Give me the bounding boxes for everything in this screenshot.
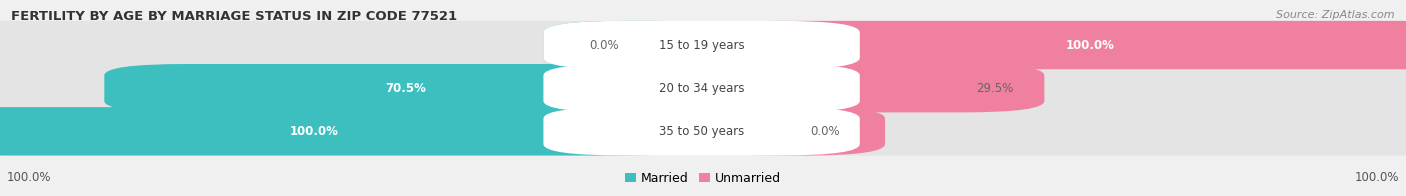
Text: FERTILITY BY AGE BY MARRIAGE STATUS IN ZIP CODE 77521: FERTILITY BY AGE BY MARRIAGE STATUS IN Z… (11, 10, 457, 23)
FancyBboxPatch shape (0, 107, 1406, 156)
FancyBboxPatch shape (696, 107, 886, 156)
Text: 35 to 50 years: 35 to 50 years (659, 125, 744, 138)
Text: 70.5%: 70.5% (385, 82, 426, 95)
Text: 100.0%: 100.0% (1354, 171, 1399, 184)
Text: 0.0%: 0.0% (810, 125, 839, 138)
FancyBboxPatch shape (0, 21, 1406, 69)
Text: 15 to 19 years: 15 to 19 years (659, 39, 744, 52)
FancyBboxPatch shape (543, 21, 860, 69)
Text: 100.0%: 100.0% (290, 125, 339, 138)
Text: Source: ZipAtlas.com: Source: ZipAtlas.com (1277, 10, 1395, 20)
Text: 100.0%: 100.0% (1066, 39, 1115, 52)
FancyBboxPatch shape (0, 107, 709, 156)
FancyBboxPatch shape (543, 21, 734, 69)
FancyBboxPatch shape (543, 107, 860, 156)
Text: 20 to 34 years: 20 to 34 years (659, 82, 744, 95)
FancyBboxPatch shape (696, 64, 1045, 113)
Text: 100.0%: 100.0% (7, 171, 52, 184)
FancyBboxPatch shape (543, 64, 860, 113)
Text: 0.0%: 0.0% (589, 39, 619, 52)
Text: 29.5%: 29.5% (976, 82, 1014, 95)
FancyBboxPatch shape (0, 64, 1406, 113)
Legend: Married, Unmarried: Married, Unmarried (620, 167, 786, 190)
FancyBboxPatch shape (104, 64, 709, 113)
FancyBboxPatch shape (696, 21, 1406, 69)
